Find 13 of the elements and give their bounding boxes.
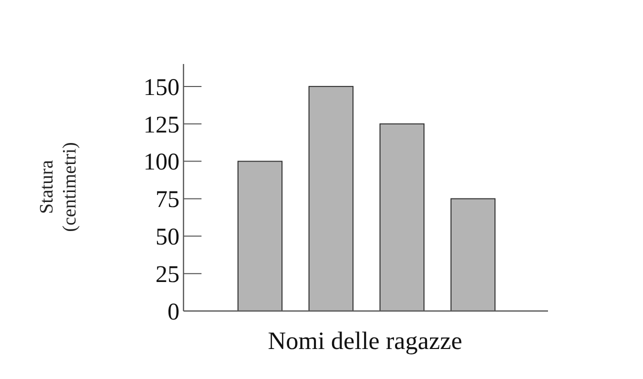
bar [450,198,496,312]
y-tick-label: 50 [156,224,180,251]
y-tick-label: 75 [156,187,180,214]
y-axis-title: Statura (centimetri) [36,142,80,232]
bar [379,123,425,312]
y-tick-label: 25 [156,262,180,288]
y-tick-label: 0 [168,299,180,326]
y-tick-label: 100 [144,150,180,176]
x-axis-title: Nomi delle ragazze [268,328,462,355]
bar [237,160,283,312]
bar [308,86,354,312]
y-tick-label: 150 [144,74,180,101]
y-tick-label: 125 [144,112,180,138]
